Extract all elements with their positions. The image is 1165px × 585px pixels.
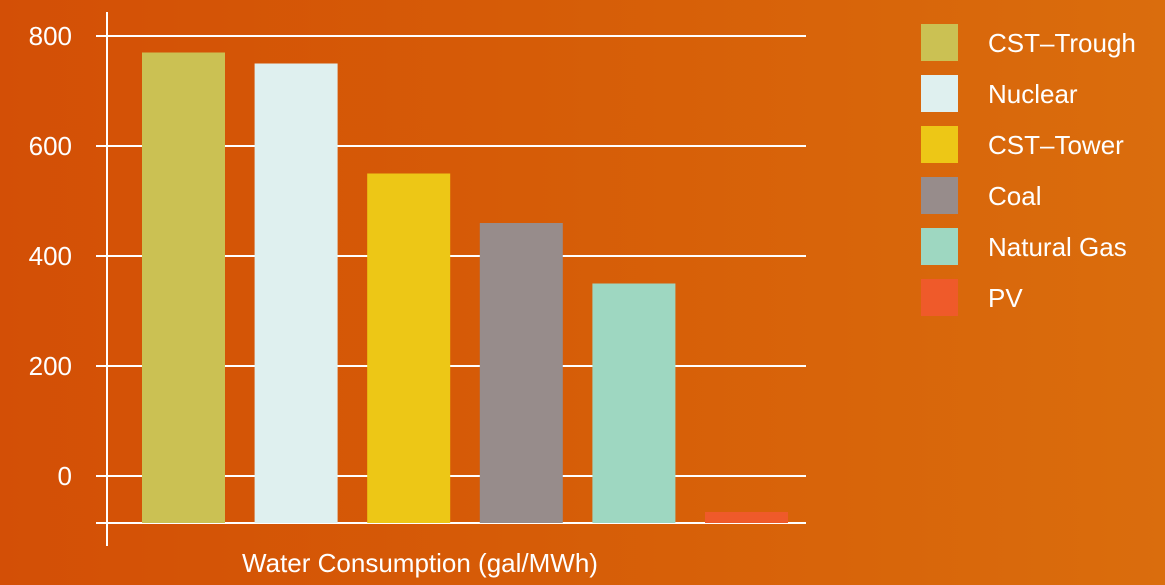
legend-swatch-cst-tower [921,126,958,163]
y-tick-label-800: 800 [29,21,72,51]
legend-label-cst-trough: CST–Trough [988,28,1136,58]
legend-item-natural-gas: Natural Gas [921,228,1127,265]
y-tick-labels: 0 200 400 600 800 [29,21,72,491]
legend-swatch-cst-trough [921,24,958,61]
bar-cst-tower [367,173,451,523]
legend-label-nuclear: Nuclear [988,79,1078,109]
legend-label-pv: PV [988,283,1023,313]
bar-pv [705,512,788,523]
legend-swatch-nuclear [921,75,958,112]
bar-nuclear [254,63,338,523]
legend-label-cst-tower: CST–Tower [988,130,1124,160]
legend-label-coal: Coal [988,181,1041,211]
legend-swatch-natural-gas [921,228,958,265]
y-tick-label-0: 0 [58,461,72,491]
y-tick-label-200: 200 [29,351,72,381]
legend-item-nuclear: Nuclear [921,75,1078,112]
bar-cst-trough [142,52,225,523]
bars [142,52,788,523]
legend-swatch-pv [921,279,958,316]
bar-coal [479,223,563,523]
y-tick-label-400: 400 [29,241,72,271]
bar-natural-gas [592,283,676,523]
y-tick-label-600: 600 [29,131,72,161]
legend-item-coal: Coal [921,177,1041,214]
legend-item-pv: PV [921,279,1023,316]
legend-swatch-coal [921,177,958,214]
legend-item-cst-trough: CST–Trough [921,24,1136,61]
legend-label-natural-gas: Natural Gas [988,232,1127,262]
x-axis-title: Water Consumption (gal/MWh) [242,548,598,578]
legend: CST–Trough Nuclear CST–Tower Coal Natural Ga… [921,24,1136,316]
legend-item-cst-tower: CST–Tower [921,126,1124,163]
